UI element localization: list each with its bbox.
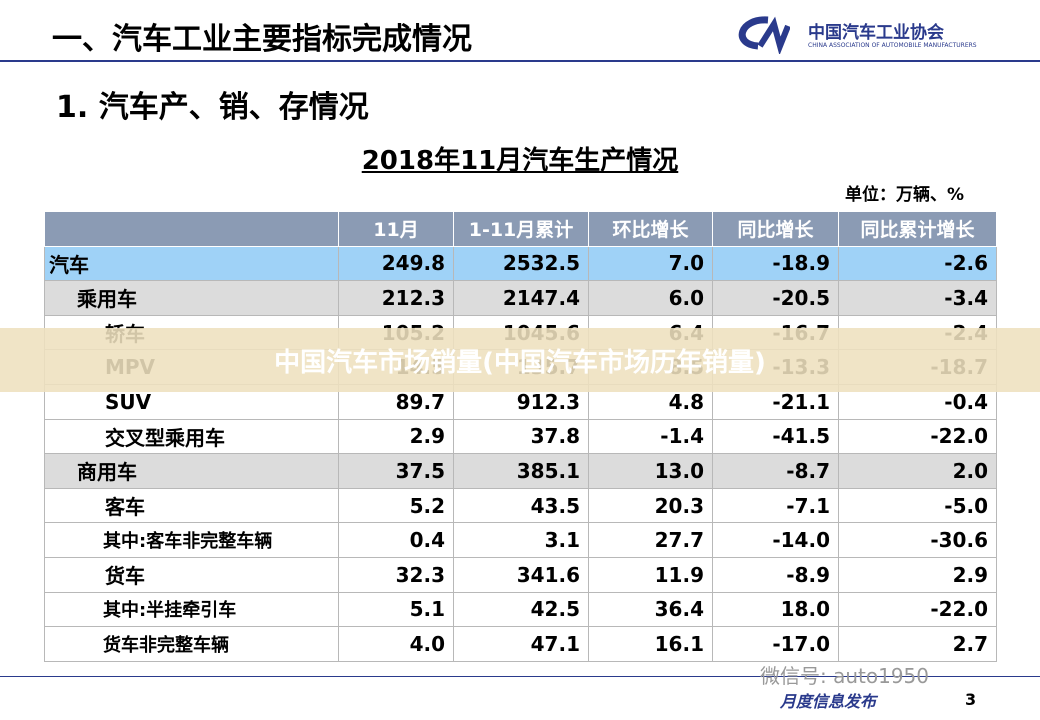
cell: -8.7 [712, 453, 839, 489]
cell: -30.6 [838, 522, 997, 558]
table-row: 客车 5.2 43.5 20.3 -7.1 -5.0 [44, 487, 997, 524]
cell: -7.1 [712, 487, 839, 524]
cell: -22.0 [838, 591, 997, 628]
cell: 20.3 [588, 487, 713, 524]
cell: 42.5 [453, 591, 589, 628]
row-label: 汽车 [44, 245, 339, 282]
footer-rule [0, 676, 1040, 677]
slide-title: 一、汽车工业主要指标完成情况 [52, 22, 472, 57]
cell: 5.2 [338, 487, 454, 524]
watermark: 微信号: auto1950 [760, 664, 930, 688]
cell: 212.3 [338, 280, 454, 316]
cell: 6.0 [588, 280, 713, 316]
table-row: 货车 32.3 341.6 11.9 -8.9 2.9 [44, 556, 997, 593]
cell: 3.1 [453, 522, 589, 558]
cell: -3.4 [838, 280, 997, 316]
row-label: 货车 [44, 556, 339, 593]
row-label: 客车 [44, 487, 339, 524]
table-row: 乘用车 212.3 2147.4 6.0 -20.5 -3.4 [44, 280, 997, 316]
table: 11月 1-11月累计 环比增长 同比增长 同比累计增长 汽车 249.8 2532.5 7.0… [44, 211, 997, 662]
row-label: 乘用车 [44, 280, 339, 316]
rule [0, 60, 1040, 62]
cell: 2147.4 [453, 280, 589, 316]
header-cell: 11月 [338, 211, 454, 247]
cell: 32.3 [338, 556, 454, 593]
row-label: 货车非完整车辆 [44, 626, 339, 662]
cell: -17.0 [712, 626, 839, 662]
cell: 249.8 [338, 245, 454, 282]
logo-mark [738, 16, 790, 54]
header-cell: 同比累计增长 [838, 211, 997, 247]
banner: 中国汽车市场销量(中国汽车市场历年销量) [0, 328, 1040, 392]
cell: 4.0 [338, 626, 454, 662]
header-row: 11月 1-11月累计 环比增长 同比增长 同比累计增长 [44, 211, 997, 247]
cell: -5.0 [838, 487, 997, 524]
header-cell: 环比增长 [588, 211, 713, 247]
row-label: 其中:客车非完整车辆 [44, 522, 339, 558]
cell: 2.7 [838, 626, 997, 662]
table-row: 交叉型乘用车 2.9 37.8 -1.4 -41.5 -22.0 [44, 418, 997, 455]
cell: -2.6 [838, 245, 997, 282]
cell: 13.0 [588, 453, 713, 489]
cell: -18.9 [712, 245, 839, 282]
cell: -1.4 [588, 418, 713, 455]
cell: 47.1 [453, 626, 589, 662]
logo-name: 中国汽车工业协会 [808, 23, 944, 43]
table-title: 2018年11月汽车生产情况 [361, 146, 679, 176]
table-row: 其中:半挂牵引车 5.1 42.5 36.4 18.0 -22.0 [44, 591, 997, 628]
cell: 7.0 [588, 245, 713, 282]
cell: -41.5 [712, 418, 839, 455]
row-label: 商用车 [44, 453, 339, 489]
cell: 16.1 [588, 626, 713, 662]
header-cell: 同比增长 [712, 211, 839, 247]
cell: 11.9 [588, 556, 713, 593]
cell: 0.4 [338, 522, 454, 558]
page-number: 3 [965, 690, 977, 709]
row-label: 其中:半挂牵引车 [44, 591, 339, 628]
cell: 2.0 [838, 453, 997, 489]
unit: 单位：万辆、% [845, 185, 965, 205]
cell: 341.6 [453, 556, 589, 593]
cell: -8.9 [712, 556, 839, 593]
cell: 18.0 [712, 591, 839, 628]
table-row: 商用车 37.5 385.1 13.0 -8.7 2.0 [44, 453, 997, 489]
cell: 5.1 [338, 591, 454, 628]
table-row: 汽车 249.8 2532.5 7.0 -18.9 -2.6 [44, 245, 997, 282]
cell: 2.9 [838, 556, 997, 593]
cell: 43.5 [453, 487, 589, 524]
logo-english: CHINA ASSOCIATION OF AUTOMOBILE MANUFACT… [808, 42, 977, 49]
cell: -20.5 [712, 280, 839, 316]
cell: 385.1 [453, 453, 589, 489]
cell: 36.4 [588, 591, 713, 628]
cell: 2532.5 [453, 245, 589, 282]
cell: 2.9 [338, 418, 454, 455]
header-cell: 1-11月累计 [453, 211, 589, 247]
cell: 27.7 [588, 522, 713, 558]
header-cell [44, 211, 339, 247]
table-row: 货车非完整车辆 4.0 47.1 16.1 -17.0 2.7 [44, 626, 997, 662]
cell: -14.0 [712, 522, 839, 558]
section-title: 1. 汽车产、销、存情况 [56, 90, 369, 125]
table-row: 其中:客车非完整车辆 0.4 3.1 27.7 -14.0 -30.6 [44, 522, 997, 558]
cell: -22.0 [838, 418, 997, 455]
row-label: 交叉型乘用车 [44, 418, 339, 455]
footer-label: 月度信息发布 [780, 692, 877, 711]
cell: 37.8 [453, 418, 589, 455]
cell: 37.5 [338, 453, 454, 489]
